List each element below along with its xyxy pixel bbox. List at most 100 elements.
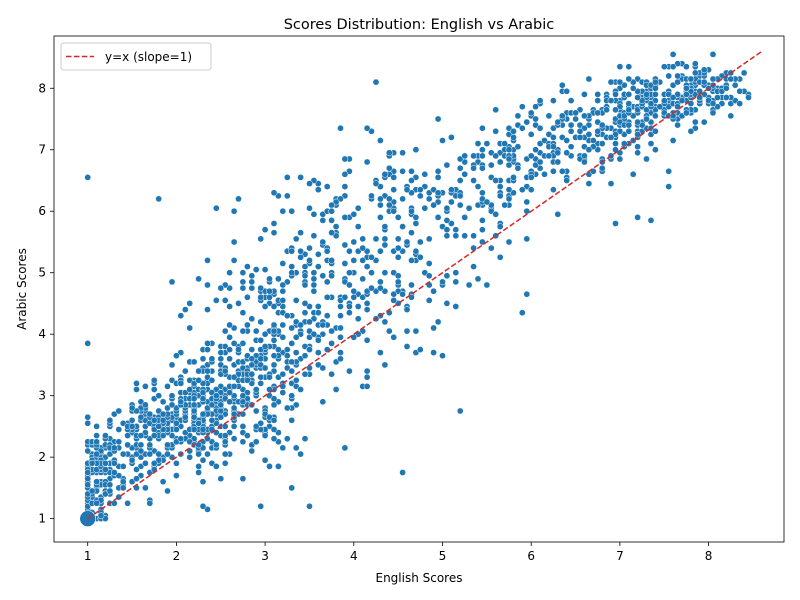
data-point [221,327,229,335]
data-point [337,355,344,363]
data-point [346,281,353,289]
data-point [266,373,273,381]
data-point [128,416,136,424]
data-point [536,124,544,132]
data-point [204,367,211,375]
data-point [341,214,349,221]
data-point [310,330,318,338]
data-point [385,149,393,157]
data-point [581,152,588,160]
data-point [150,432,158,439]
data-point [275,275,282,283]
data-point [403,186,411,194]
data-point [683,63,690,71]
data-point [181,367,189,375]
data-point [195,441,202,449]
data-point [452,269,460,277]
data-point [585,75,593,83]
data-point [607,134,615,141]
data-point [270,336,278,344]
data-point [230,340,238,347]
data-point [669,137,677,144]
data-point [288,263,296,270]
data-point [394,272,402,280]
data-point [221,367,229,375]
data-point [328,201,335,209]
data-point [275,346,282,353]
data-point [297,253,304,261]
data-point [217,284,225,292]
data-point [337,349,344,356]
data-point [518,103,526,111]
data-point [328,370,335,378]
data-point [270,220,278,227]
data-point [576,134,584,141]
data-point [412,247,420,255]
data-point [408,281,415,289]
data-point [492,210,500,218]
data-point [146,441,154,449]
data-point [452,303,460,310]
data-point [288,416,296,424]
data-point [301,300,309,307]
data-point [581,158,588,166]
data-point [390,297,398,304]
data-point [350,287,358,295]
x-tick-label: 5 [439,549,447,563]
data-point [346,309,353,317]
data-point [279,297,287,304]
data-point [643,155,650,163]
data-point [377,278,384,286]
data-point [527,186,535,194]
points-layer [79,51,752,527]
data-point [195,367,202,375]
data-point [177,435,185,443]
data-point [328,217,335,224]
data-point [292,349,300,356]
data-point [448,134,455,141]
data-point [190,358,198,366]
data-point [505,195,513,203]
data-point [252,423,260,430]
data-point [341,155,349,163]
data-point [567,127,575,135]
data-point [310,269,318,277]
data-point [652,112,659,120]
data-point [470,263,477,270]
data-point [368,284,375,292]
data-point [195,450,202,458]
data-point [443,161,451,169]
data-point [270,426,278,433]
data-point [492,152,500,160]
data-point [93,499,100,507]
data-point [88,459,96,467]
data-point [479,164,486,172]
data-point [261,303,269,310]
data-point [616,155,624,163]
data-point [217,401,225,409]
data-point [168,278,176,286]
data-point [288,392,296,400]
data-point [652,78,659,86]
data-point [399,167,406,175]
data-point [465,281,473,289]
data-point [625,63,633,71]
data-point [377,137,384,144]
data-point [363,367,371,375]
data-point [416,346,424,353]
data-point [288,207,296,215]
data-point [230,383,238,390]
data-point [700,66,708,74]
data-point [354,315,362,323]
data-point [341,293,349,301]
data-point [408,257,415,264]
data-point [625,127,633,135]
data-point [199,478,207,486]
data-point [709,100,717,107]
data-point [270,327,278,335]
data-point [439,352,446,360]
data-point [585,180,593,187]
data-point [421,204,429,212]
data-point [208,355,216,363]
